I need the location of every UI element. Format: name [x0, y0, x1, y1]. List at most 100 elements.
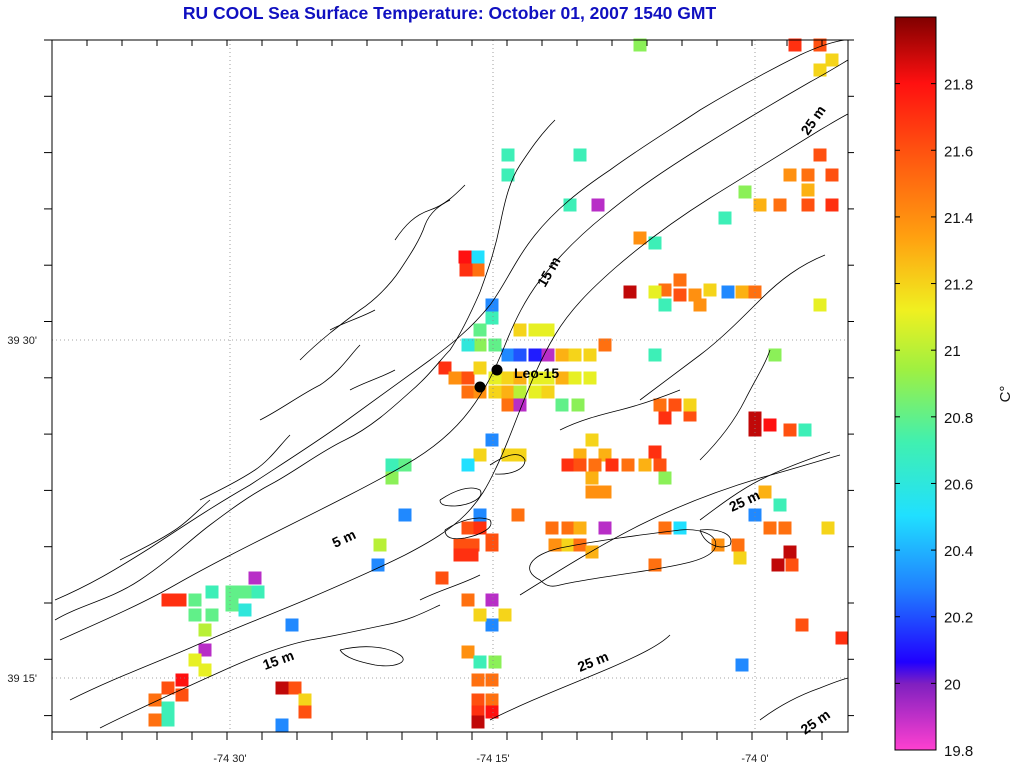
- sst-pixel: [658, 471, 672, 485]
- sst-pixel: [371, 558, 385, 572]
- sst-pixel: [568, 348, 582, 362]
- sst-pixel: [438, 361, 452, 375]
- lat-tick-label: 39 30': [7, 335, 37, 347]
- sst-pixel: [188, 593, 202, 607]
- sst-pixel: [813, 298, 827, 312]
- sst-pixel: [573, 448, 587, 462]
- sst-pixel: [473, 323, 487, 337]
- sst-pixel: [673, 521, 687, 535]
- sst-pixel: [638, 458, 652, 472]
- sst-pixel: [288, 681, 302, 695]
- sst-pixel: [688, 288, 702, 302]
- sst-pixel: [461, 521, 475, 535]
- sst-pixel: [175, 688, 189, 702]
- sst-pixel: [648, 285, 662, 299]
- sst-pixel: [658, 411, 672, 425]
- sst-pixel: [573, 458, 587, 472]
- sst-pixel: [513, 371, 527, 385]
- sst-pixel: [673, 273, 687, 287]
- sst-pixel: [488, 385, 502, 399]
- sst-pixel: [511, 508, 525, 522]
- colorbar-tick-label: 20.2: [944, 610, 973, 627]
- sst-pixel: [528, 348, 542, 362]
- sst-pixel: [541, 371, 555, 385]
- sst-pixel: [748, 411, 762, 425]
- sst-pixel: [473, 608, 487, 622]
- sst-pixel: [275, 681, 289, 695]
- sst-pixel: [485, 673, 499, 687]
- sst-pixel: [588, 458, 602, 472]
- station-marker: [474, 381, 486, 393]
- sst-pixel: [473, 361, 487, 375]
- sst-pixel: [785, 558, 799, 572]
- sst-pixel: [738, 185, 752, 199]
- sst-pixel: [658, 283, 672, 297]
- sst-pixel: [488, 655, 502, 669]
- sst-pixel: [473, 655, 487, 669]
- colorbar-tick-label: 20: [944, 676, 961, 693]
- colorbar-tick-label: 20.6: [944, 476, 973, 493]
- sst-pixel: [161, 701, 175, 715]
- sst-pixel: [591, 198, 605, 212]
- sst-pixel: [541, 385, 555, 399]
- map-title: RU COOL Sea Surface Temperature: October…: [182, 3, 717, 23]
- sst-pixel: [561, 521, 575, 535]
- sst-pixel: [798, 423, 812, 437]
- sst-pixel: [735, 658, 749, 672]
- bathymetry-contours: [54, 39, 849, 729]
- sst-pixel: [471, 705, 485, 719]
- sst-pixel: [398, 508, 412, 522]
- sst-pixel: [485, 618, 499, 632]
- sst-pixel: [778, 521, 792, 535]
- sst-pixel: [758, 485, 772, 499]
- sst-pixel: [198, 663, 212, 677]
- lat-tick-labels: 39 30' 39 15': [7, 335, 37, 685]
- sst-pixel: [605, 458, 619, 472]
- sst-pixel: [763, 521, 777, 535]
- sst-pixel: [683, 398, 697, 412]
- sst-pixel: [541, 348, 555, 362]
- marsh-outline: [54, 119, 556, 621]
- sst-pixel: [585, 485, 599, 499]
- sst-pixel: [485, 593, 499, 607]
- sst-pixel: [471, 715, 485, 729]
- sst-pixel: [668, 398, 682, 412]
- sst-pixel: [821, 521, 835, 535]
- sst-pixel: [598, 338, 612, 352]
- sst-pixel: [448, 371, 462, 385]
- sst-pixel: [485, 433, 499, 447]
- sst-pixel: [238, 585, 252, 599]
- sst-pixel: [753, 198, 767, 212]
- sst-pixel: [458, 250, 472, 264]
- sst-pixel: [773, 498, 787, 512]
- sst-pixel: [555, 398, 569, 412]
- sst-pixel: [485, 311, 499, 325]
- sst-pixel: [498, 608, 512, 622]
- sst-pixel: [198, 623, 212, 637]
- sst-pixel: [473, 338, 487, 352]
- colorbar-ticks: 19.8 20 20.2 20.4 20.6 20.8 21 21.2 21.4 21.6 21.8: [895, 77, 973, 760]
- sst-pixel: [835, 631, 849, 645]
- sst-pixel: [471, 250, 485, 264]
- sst-pixel: [459, 263, 473, 277]
- sst-pixel: [501, 371, 515, 385]
- sst-pixel: [598, 448, 612, 462]
- sst-pixel: [585, 433, 599, 447]
- sst-pixel: [148, 713, 162, 727]
- sst-pixel: [225, 585, 239, 599]
- sst-pixel: [768, 348, 782, 362]
- sst-pixel: [485, 705, 499, 719]
- sst-pixel: [721, 285, 735, 299]
- sst-pixel: [813, 148, 827, 162]
- sst-pixel: [298, 693, 312, 707]
- sst-pixel: [453, 548, 467, 562]
- sst-pixel: [485, 538, 499, 552]
- sst-pixel: [385, 471, 399, 485]
- sst-pixel: [501, 168, 515, 182]
- sst-pixel: [763, 418, 777, 432]
- sst-pixel: [718, 211, 732, 225]
- colorbar-tick-label: 21.2: [944, 277, 973, 294]
- sst-pixel: [461, 371, 475, 385]
- sst-pixel: [555, 348, 569, 362]
- sst-pixel: [648, 445, 662, 459]
